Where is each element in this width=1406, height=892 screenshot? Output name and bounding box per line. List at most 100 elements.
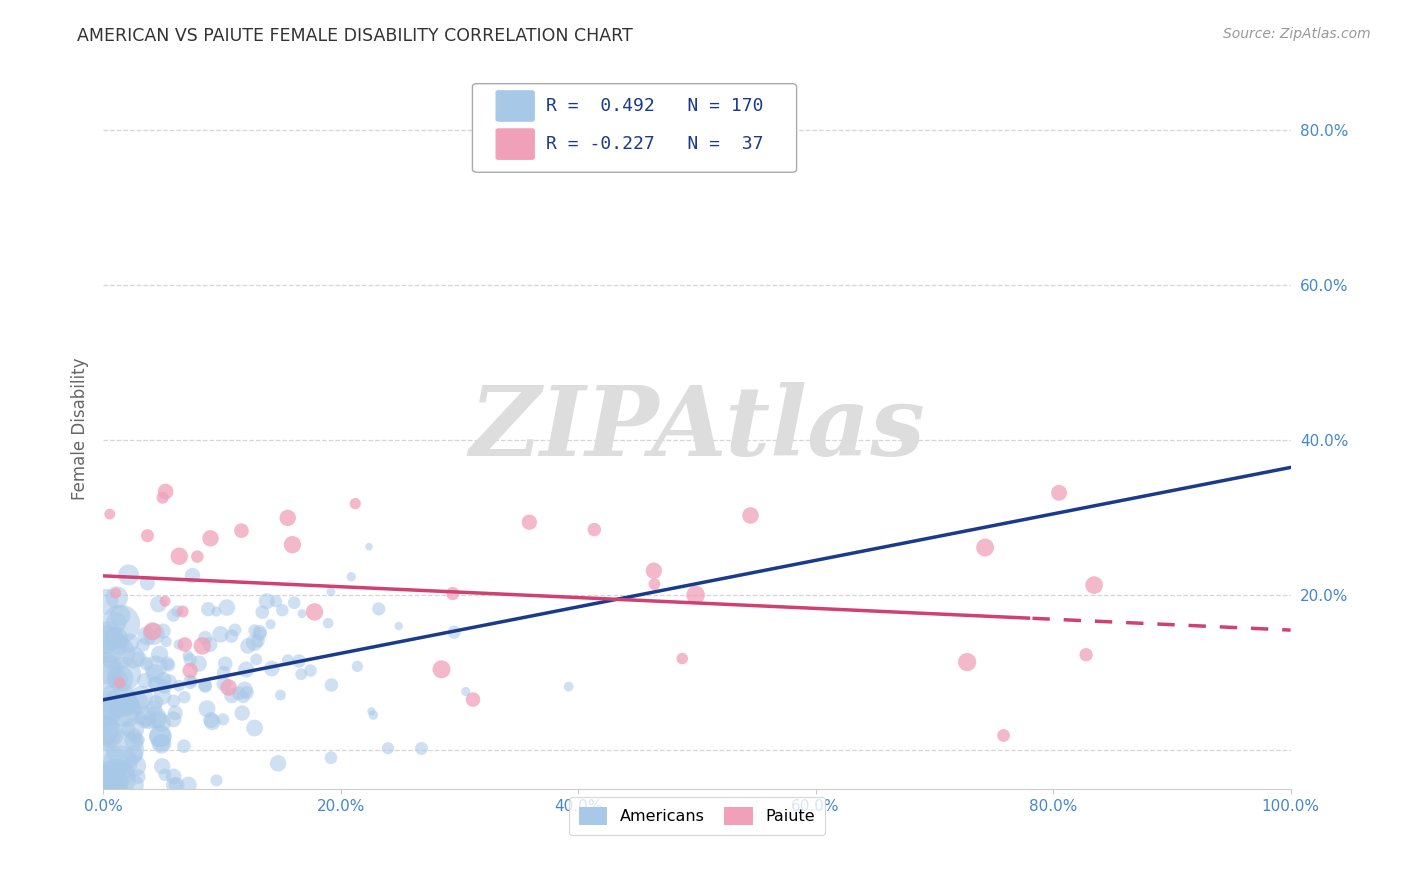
Point bbox=[136, 629, 159, 643]
Point bbox=[173, 739, 195, 754]
Point bbox=[243, 624, 266, 638]
Point bbox=[150, 736, 173, 750]
Point bbox=[186, 549, 208, 564]
Point bbox=[153, 594, 176, 608]
Text: R = -0.227   N =  37: R = -0.227 N = 37 bbox=[546, 135, 763, 153]
Point bbox=[124, 758, 146, 772]
Point bbox=[145, 677, 167, 691]
Point bbox=[96, 705, 118, 719]
Point bbox=[167, 638, 190, 652]
Point bbox=[224, 623, 246, 637]
Point bbox=[517, 515, 540, 529]
Point bbox=[283, 596, 305, 610]
Point bbox=[557, 680, 579, 694]
Point bbox=[97, 629, 120, 643]
Point bbox=[441, 586, 464, 600]
Point bbox=[377, 741, 399, 756]
Point bbox=[110, 756, 132, 770]
Point bbox=[143, 701, 166, 715]
Point bbox=[134, 714, 156, 729]
Point bbox=[340, 570, 363, 584]
Point bbox=[232, 690, 254, 704]
FancyBboxPatch shape bbox=[472, 84, 797, 172]
Point bbox=[150, 737, 173, 751]
Point bbox=[97, 778, 120, 792]
Point bbox=[443, 625, 465, 640]
Point bbox=[267, 756, 290, 771]
Point bbox=[198, 638, 221, 652]
Point bbox=[149, 729, 172, 743]
Point bbox=[304, 605, 326, 619]
Point bbox=[236, 686, 259, 700]
Point bbox=[181, 568, 204, 582]
Point bbox=[346, 659, 368, 673]
Point bbox=[321, 678, 343, 692]
Legend: Americans, Paiute: Americans, Paiute bbox=[569, 797, 825, 835]
Point bbox=[93, 725, 115, 739]
Point bbox=[344, 497, 367, 511]
Point bbox=[299, 664, 322, 678]
Point bbox=[111, 766, 134, 780]
Text: Source: ZipAtlas.com: Source: ZipAtlas.com bbox=[1223, 27, 1371, 41]
Point bbox=[201, 714, 224, 729]
Point bbox=[177, 648, 200, 663]
Point bbox=[461, 692, 484, 706]
Point bbox=[281, 538, 304, 552]
Point bbox=[179, 674, 201, 689]
Point bbox=[122, 650, 145, 665]
Point bbox=[388, 619, 411, 633]
Point bbox=[194, 631, 217, 645]
Point bbox=[212, 677, 235, 691]
Point bbox=[115, 698, 138, 712]
Point bbox=[252, 605, 274, 619]
Point bbox=[166, 778, 188, 792]
Point bbox=[125, 696, 148, 710]
Point bbox=[150, 689, 173, 703]
Point bbox=[162, 608, 184, 623]
Point bbox=[671, 651, 693, 665]
Point bbox=[215, 600, 238, 615]
Point bbox=[150, 715, 173, 730]
Point bbox=[249, 627, 271, 641]
Point bbox=[143, 676, 166, 690]
Point bbox=[107, 692, 129, 706]
Point bbox=[191, 639, 214, 653]
Point bbox=[212, 712, 235, 726]
Point bbox=[153, 673, 176, 687]
Text: AMERICAN VS PAIUTE FEMALE DISABILITY CORRELATION CHART: AMERICAN VS PAIUTE FEMALE DISABILITY COR… bbox=[77, 27, 633, 45]
Point bbox=[221, 689, 243, 703]
Point bbox=[94, 778, 117, 792]
Point bbox=[209, 627, 232, 641]
Point bbox=[94, 726, 117, 740]
Point bbox=[197, 602, 219, 616]
Point bbox=[187, 657, 209, 671]
Point bbox=[177, 778, 200, 792]
Point bbox=[155, 634, 177, 648]
Point bbox=[98, 756, 121, 771]
Point bbox=[454, 684, 477, 698]
Point bbox=[110, 608, 132, 623]
Point bbox=[221, 629, 243, 643]
Point bbox=[104, 586, 127, 600]
Point bbox=[105, 772, 128, 786]
Point bbox=[956, 655, 979, 669]
Point bbox=[249, 625, 271, 640]
Point bbox=[181, 674, 204, 689]
Point bbox=[141, 624, 163, 639]
Point bbox=[148, 597, 170, 611]
Point bbox=[136, 576, 159, 591]
Point bbox=[115, 704, 138, 718]
Point bbox=[236, 639, 259, 653]
Point bbox=[142, 627, 165, 641]
Point bbox=[290, 667, 312, 681]
Point bbox=[163, 778, 186, 792]
Point bbox=[124, 729, 146, 743]
Point bbox=[138, 714, 160, 729]
Point bbox=[245, 652, 267, 666]
Point bbox=[583, 523, 606, 537]
Point bbox=[173, 690, 195, 705]
Point bbox=[269, 688, 291, 702]
Point bbox=[127, 732, 149, 747]
Point bbox=[112, 666, 135, 681]
Point bbox=[271, 603, 294, 617]
